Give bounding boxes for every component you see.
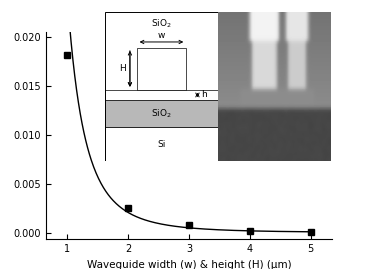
Text: H: H [119, 64, 125, 73]
X-axis label: Waveguide width (w) & height (H) (μm): Waveguide width (w) & height (H) (μm) [87, 260, 292, 269]
Text: h: h [201, 90, 207, 100]
Bar [105, 127, 218, 161]
Text: SiO$_\mathregular{2}$: SiO$_\mathregular{2}$ [151, 107, 172, 120]
Text: SiO$_\mathregular{2}$: SiO$_\mathregular{2}$ [151, 18, 172, 30]
Bar [105, 90, 218, 100]
Text: Si: Si [157, 140, 166, 149]
Bar [105, 100, 218, 127]
Text: w: w [158, 31, 165, 40]
Bar [137, 48, 186, 90]
